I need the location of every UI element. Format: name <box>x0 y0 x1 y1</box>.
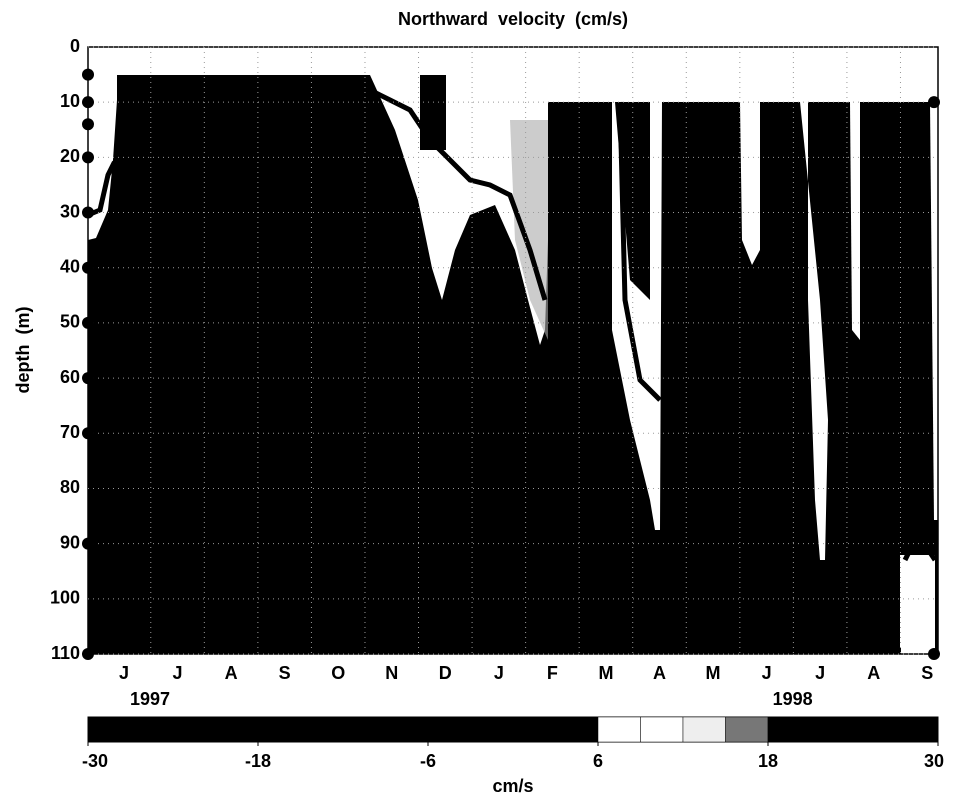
y-tick-label: 0 <box>70 36 80 56</box>
colorbar-segment <box>767 716 939 743</box>
colorbar-tick-label: 18 <box>758 751 778 771</box>
y-tick-label: 30 <box>60 201 80 221</box>
x-tick-label: S <box>279 663 291 683</box>
colorbar-tick-label: -6 <box>420 751 436 771</box>
x-tick-label: A <box>653 663 666 683</box>
chart-title: Northward velocity (cm/s) <box>398 9 628 29</box>
colorbar-tick-label: 6 <box>593 751 603 771</box>
x-tick-label: J <box>494 663 504 683</box>
x-tick-label: J <box>119 663 129 683</box>
x-tick-label: N <box>385 663 398 683</box>
colorbar-tick-label: -18 <box>245 751 271 771</box>
x-tick-label: M <box>706 663 721 683</box>
x-tick-label: J <box>815 663 825 683</box>
y-tick-label: 40 <box>60 256 80 276</box>
y-tick-label: 60 <box>60 367 80 387</box>
x-tick-label: S <box>921 663 933 683</box>
instrument-dot <box>928 648 940 660</box>
colorbar-segment <box>640 716 684 743</box>
x-tick-label: D <box>439 663 452 683</box>
instrument-dot <box>82 151 94 164</box>
instrument-dot <box>82 372 94 385</box>
y-tick-label: 20 <box>60 146 80 166</box>
instrument-dot <box>82 96 94 109</box>
year-label: 1997 <box>130 689 170 709</box>
y-tick-label: 110 <box>51 643 80 663</box>
instrument-dot <box>82 316 94 329</box>
colorbar-segment <box>597 716 641 743</box>
x-tick-label: O <box>331 663 345 683</box>
instrument-dot <box>82 537 94 550</box>
x-tick-label: J <box>173 663 183 683</box>
y-tick-label: 80 <box>60 477 80 497</box>
x-tick-label: A <box>225 663 238 683</box>
colorbar-segment <box>87 716 599 743</box>
instrument-dot <box>928 96 940 109</box>
y-tick-label: 90 <box>60 532 80 552</box>
colorbar-segment <box>682 716 726 743</box>
colorbar-tick-label: -30 <box>82 751 108 771</box>
instrument-dot <box>82 206 94 219</box>
colorbar-tick-label: 30 <box>924 751 944 771</box>
instrument-dot <box>82 261 94 274</box>
y-axis-label: depth (m) <box>13 307 33 394</box>
velocity-field <box>87 47 938 654</box>
x-tick-label: J <box>762 663 772 683</box>
y-tick-label: 70 <box>60 422 80 442</box>
x-tick-label: F <box>547 663 558 683</box>
instrument-dot <box>82 118 94 131</box>
year-label: 1998 <box>773 689 813 709</box>
instrument-dot <box>82 427 94 440</box>
x-tick-label: A <box>867 663 880 683</box>
y-tick-label: 50 <box>60 312 80 332</box>
instrument-dot <box>82 68 94 81</box>
y-tick-label: 10 <box>60 91 80 111</box>
x-tick-label: M <box>598 663 613 683</box>
y-tick-label: 100 <box>50 588 80 608</box>
colorbar-label: cm/s <box>492 776 533 796</box>
colorbar-segment <box>725 716 769 743</box>
instrument-dot <box>82 648 94 660</box>
